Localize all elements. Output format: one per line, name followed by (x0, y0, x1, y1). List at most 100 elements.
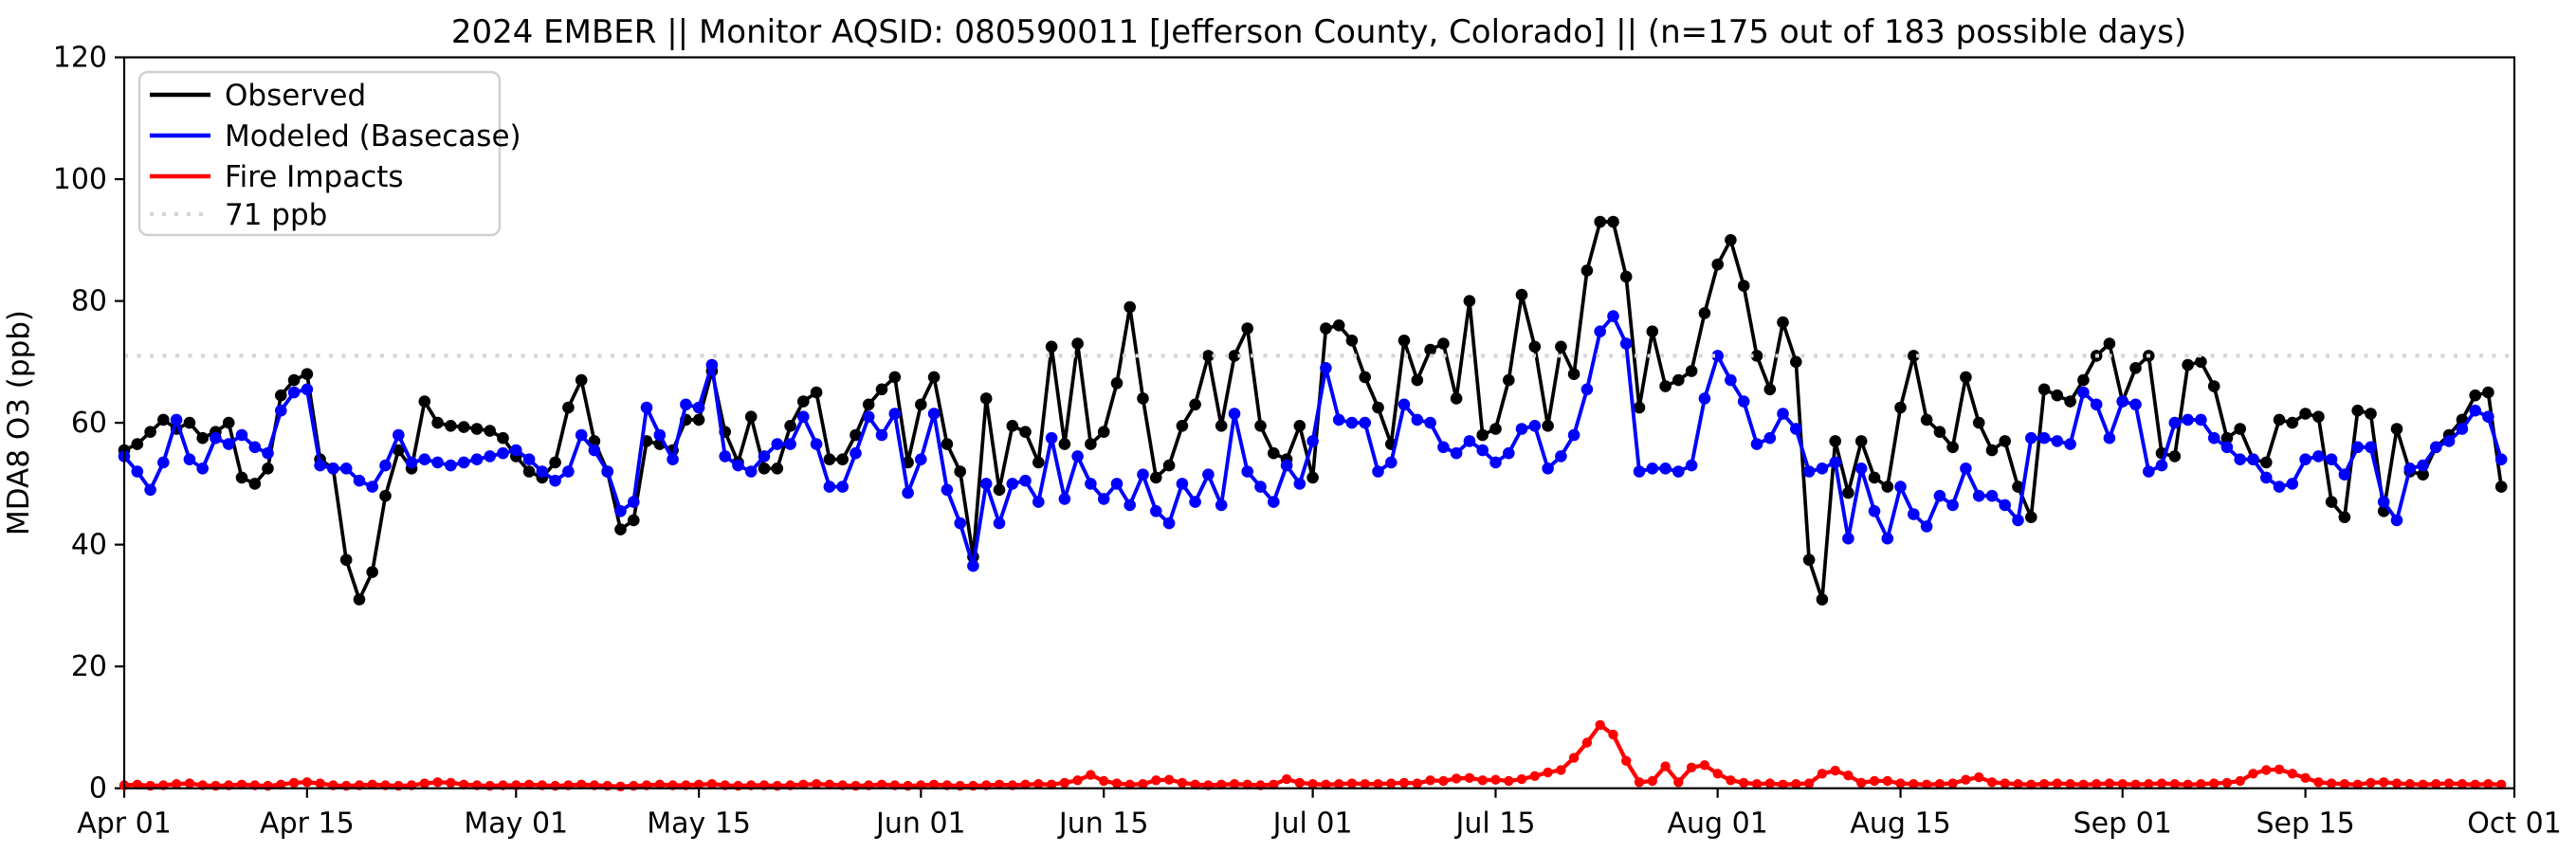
y-tick-label: 100 (53, 163, 107, 196)
fire-impacts-marker (171, 779, 182, 789)
modeled-basecase--marker (1280, 459, 1293, 472)
fire-impacts-marker (576, 779, 587, 789)
observed-marker (1359, 371, 1371, 384)
fire-impacts-marker (1869, 775, 1880, 787)
modeled-basecase--marker (562, 465, 575, 478)
fire-impacts-marker (1634, 777, 1645, 788)
modeled-basecase--marker (692, 401, 705, 414)
legend-fire-label: Fire Impacts (225, 160, 404, 194)
observed-marker (1254, 420, 1267, 432)
plot-spines (122, 56, 2516, 789)
modeled-basecase--marker (2312, 450, 2325, 463)
observed-marker (1555, 340, 1567, 354)
modeled-basecase--marker (1463, 435, 1476, 447)
fire-impacts-marker (1595, 719, 1605, 731)
modeled-basecase--marker (1542, 463, 1554, 475)
observed-marker (1006, 420, 1019, 432)
modeled-basecase--marker (1437, 441, 1450, 454)
modeled-basecase--marker (2456, 423, 2469, 435)
observed-marker (2273, 413, 2286, 426)
y-tick-label: 0 (89, 772, 107, 806)
modeled-basecase--marker (2351, 441, 2364, 454)
fire-impacts-marker (693, 779, 704, 789)
x-tick-label: Sep 15 (2256, 808, 2354, 841)
modeled-basecase--marker (1685, 459, 1698, 472)
observed-marker (2417, 468, 2429, 481)
modeled-basecase--marker (2103, 431, 2116, 445)
observed-marker (497, 431, 509, 445)
modeled-basecase--marker (2064, 438, 2076, 450)
y-tick-label: 60 (71, 407, 107, 440)
observed-marker (1450, 392, 1463, 405)
modeled-basecase--marker (719, 450, 731, 463)
observed-marker (888, 371, 902, 384)
modeled-basecase--marker (2129, 398, 2142, 411)
observed-marker (445, 420, 457, 432)
modeled-basecase--marker (667, 453, 679, 466)
observed-marker (1150, 471, 1162, 484)
fire-impacts-marker (876, 779, 887, 789)
fire-impacts-marker (1269, 779, 1279, 789)
observed-marker (522, 465, 536, 478)
observed-marker (1659, 380, 1672, 392)
fire-impacts-marker (1163, 774, 1175, 785)
modeled-basecase--marker (823, 481, 836, 493)
x-tick-label: Apr 01 (77, 808, 172, 841)
fire-impacts-marker (1751, 779, 1763, 789)
y-axis-label: MDA8 O3 (ppb) (2, 310, 36, 535)
modeled-basecase--marker (1398, 398, 1411, 411)
modeled-basecase--marker (1085, 478, 1097, 490)
observed-marker (2129, 362, 2142, 374)
modeled-basecase--marker (2403, 463, 2417, 475)
fire-impacts-marker (1151, 775, 1161, 786)
modeled-basecase--marker (1633, 465, 1646, 478)
observed-marker (1972, 416, 1985, 429)
fire-impacts-marker (1791, 779, 1801, 789)
observed-marker (1790, 355, 1802, 369)
fire-impacts-marker (1490, 774, 1501, 785)
observed-marker (797, 395, 810, 408)
modeled-basecase--marker (1908, 508, 1920, 520)
observed-marker (1071, 337, 1084, 350)
fire-impacts-marker (2144, 779, 2154, 789)
modeled-basecase--marker (353, 474, 366, 487)
modeled-basecase--marker (2116, 395, 2128, 408)
fire-impacts-marker (1294, 777, 1306, 789)
modeled-basecase--marker (445, 459, 457, 472)
modeled-basecase--marker (1999, 499, 2011, 512)
fire-impacts-marker (1099, 775, 1109, 787)
observed-marker (431, 416, 444, 429)
observed-marker (2195, 355, 2207, 369)
modeled-basecase--marker (2469, 404, 2481, 417)
modeled-basecase--marker (405, 456, 418, 469)
modeled-basecase--marker (784, 438, 796, 450)
observed-marker (1894, 401, 1907, 414)
fire-impacts-marker (1803, 778, 1815, 789)
fire-impacts-marker (1190, 779, 1200, 789)
modeled-basecase--marker (862, 410, 875, 424)
observed-marker (1802, 554, 1816, 566)
modeled-basecase--marker (1150, 505, 1162, 517)
fire-impacts-marker (2470, 779, 2480, 789)
modeled-basecase--marker (967, 559, 979, 572)
observed-marker (1515, 288, 1528, 301)
observed-marker (1567, 368, 1580, 381)
modeled-basecase--marker (2338, 468, 2351, 481)
observed-marker (1424, 343, 1436, 356)
observed-marker (418, 395, 431, 408)
fire-impacts-marker (523, 779, 535, 789)
observed-marker (379, 489, 392, 502)
modeled-basecase--marker (1920, 520, 1933, 533)
modeled-basecase--marker (2325, 453, 2338, 466)
observed-marker (1763, 383, 1777, 396)
fire-impacts-marker (824, 779, 835, 789)
fire-impacts-marker (1974, 771, 1984, 783)
observed-marker (1241, 322, 1253, 335)
fire-impacts-marker (2065, 779, 2075, 789)
y-tick-label: 40 (71, 529, 107, 562)
modeled-basecase--marker (915, 453, 927, 466)
y-tick-label: 20 (71, 650, 107, 683)
fire-impacts-marker (2000, 778, 2010, 789)
fire-impacts-marker (2418, 779, 2428, 789)
